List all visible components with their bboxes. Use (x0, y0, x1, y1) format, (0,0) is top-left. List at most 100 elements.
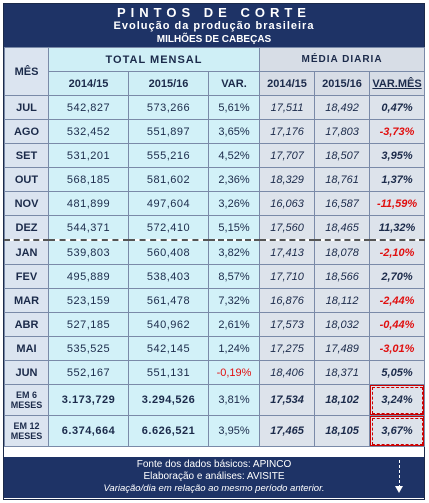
media-y1-cell: 17,511 (259, 95, 316, 120)
note-pointer-arrow-icon (395, 486, 403, 493)
table-row: ABR 527,185 540,962 2,61% 17,573 18,032 -0,44% (4, 312, 426, 337)
total-y1-cell: 568,185 (48, 167, 129, 192)
media-y2-cell: 18,078 (314, 239, 371, 265)
col-header-media-diaria: MÉDIA DIARIA (259, 47, 426, 72)
table-row: SET 531,201 555,216 4,52% 17,707 18,507 3,95% (4, 143, 426, 168)
table-subtitle: Evolução da produção brasileira (113, 20, 315, 32)
media-y1-cell: 18,329 (259, 167, 316, 192)
total-var-cell: 8,57% (207, 264, 261, 289)
month-cell: MAI (4, 336, 49, 361)
footer-source: Fonte dos dados básicos: APINCO (136, 459, 292, 470)
total-var-cell: 2,36% (207, 167, 261, 192)
total-y1-cell: 539,803 (48, 239, 129, 265)
total-y1-cell: 542,827 (48, 95, 129, 120)
total-var-cell: 3,82% (207, 239, 261, 265)
total-var-cell: 4,52% (207, 143, 261, 168)
month-cell: FEV (4, 264, 49, 289)
total-y1-cell: 481,899 (48, 191, 129, 216)
total-y1-cell: 532,452 (48, 119, 129, 144)
var-mes-cell: 5,05% (369, 360, 426, 385)
col-header-media-y2: 2015/16 (314, 71, 371, 96)
media-y1-cell: 17,560 (259, 215, 316, 241)
total-y1-cell: 531,201 (48, 143, 129, 168)
col-header-media-y1: 2014/15 (259, 71, 316, 96)
total-var-cell: 5,61% (207, 95, 261, 120)
var-mes-cell: -2,44% (369, 288, 426, 313)
media-y1-cell: 17,465 (259, 415, 316, 447)
col-header-mes: MÊS (4, 47, 49, 96)
month-cell: SET (4, 143, 49, 168)
month-cell: ABR (4, 312, 49, 337)
month-cell: OUT (4, 167, 49, 192)
var-mes-cell: -2,10% (369, 239, 426, 265)
media-y1-cell: 18,406 (259, 360, 316, 385)
total-var-cell: 3,81% (207, 384, 261, 416)
media-y2-cell: 18,102 (314, 384, 371, 416)
table-row: AGO 532,452 551,897 3,65% 17,176 17,803 -3,73% (4, 119, 426, 144)
total-var-cell: 2,61% (207, 312, 261, 337)
month-cell: AGO (4, 119, 49, 144)
month-cell: MAR (4, 288, 49, 313)
col-header-var: VAR. (207, 71, 261, 96)
media-y2-cell: 18,371 (314, 360, 371, 385)
col-header-total-y2: 2015/16 (128, 71, 209, 96)
table-row: FEV 495,889 538,403 8,57% 17,710 18,566 2,70% (4, 264, 426, 289)
total-var-cell: 5,15% (207, 215, 261, 241)
var-mes-cell: -0,44% (369, 312, 426, 337)
total-y2-cell: 573,266 (128, 95, 209, 120)
total-row: EM 12 MESES 6.374,664 6.626,521 3,95% 17,465… (4, 415, 426, 447)
total-y1-cell: 535,525 (48, 336, 129, 361)
media-y1-cell: 17,275 (259, 336, 316, 361)
total-y2-cell: 551,131 (128, 360, 209, 385)
total-y2-cell: 551,897 (128, 119, 209, 144)
total-y2-cell: 3.294,526 (128, 384, 209, 416)
media-y2-cell: 18,105 (314, 415, 371, 447)
total-y1-cell: 544,371 (48, 215, 129, 241)
total-y2-cell: 540,962 (128, 312, 209, 337)
media-y2-cell: 16,587 (314, 191, 371, 216)
total-y1-cell: 495,889 (48, 264, 129, 289)
media-y2-cell: 18,032 (314, 312, 371, 337)
table-row: NOV 481,899 497,604 3,26% 16,063 16,587 -11,59… (4, 191, 426, 216)
var-mes-cell: 1,37% (369, 167, 426, 192)
total-var-cell: 3,65% (207, 119, 261, 144)
footer-note: Variação/dia em relação ao mesmo período… (103, 483, 325, 494)
table-row: JUL 542,827 573,266 5,61% 17,511 18,492 0,47% (4, 95, 426, 120)
month-cell: JUN (4, 360, 49, 385)
total-y2-cell: 561,478 (128, 288, 209, 313)
month-cell: JUL (4, 95, 49, 120)
total-y1-cell: 6.374,664 (48, 415, 129, 447)
var-mes-cell: 11,32% (369, 215, 426, 241)
total-y2-cell: 538,403 (128, 264, 209, 289)
media-y1-cell: 17,534 (259, 384, 316, 416)
total-y1-cell: 523,159 (48, 288, 129, 313)
media-y1-cell: 17,176 (259, 119, 316, 144)
total-y2-cell: 555,216 (128, 143, 209, 168)
total-y1-cell: 552,167 (48, 360, 129, 385)
var-mes-cell: -3,01% (369, 336, 426, 361)
table-row: DEZ 544,371 572,410 5,15% 17,560 18,465 11,32% (4, 215, 426, 241)
table-row: JAN 539,803 560,408 3,82% 17,413 18,078 -2,10% (4, 239, 426, 265)
media-y1-cell: 17,573 (259, 312, 316, 337)
media-y2-cell: 17,489 (314, 336, 371, 361)
footer-analysis: Elaboração e análises: AVISITE (143, 471, 285, 482)
col-header-total-mensal: TOTAL MENSAL (47, 47, 261, 72)
col-header-var-mes: VAR.MÊS (369, 71, 426, 96)
period-cell: EM 6 MESES (4, 384, 49, 416)
note-pointer-line (399, 460, 401, 488)
total-y2-cell: 560,408 (128, 239, 209, 265)
total-y1-cell: 3.173,729 (48, 384, 129, 416)
media-y2-cell: 18,492 (314, 95, 371, 120)
table-header-banner: PINTOS DE CORTE Evolução da produção bra… (4, 4, 424, 47)
table-title: PINTOS DE CORTE (117, 5, 311, 20)
table-footer: Fonte dos dados básicos: APINCO Elaboraç… (4, 457, 424, 498)
var-mes-cell: 3,24% (369, 384, 426, 416)
media-y2-cell: 18,112 (314, 288, 371, 313)
media-y2-cell: 18,507 (314, 143, 371, 168)
media-y2-cell: 18,566 (314, 264, 371, 289)
total-var-cell: 3,95% (207, 415, 261, 447)
table-row: OUT 568,185 581,602 2,36% 18,329 18,761 1,37% (4, 167, 426, 192)
total-y2-cell: 572,410 (128, 215, 209, 241)
total-var-cell: -0,19% (207, 360, 261, 385)
table-row: MAI 535,525 542,145 1,24% 17,275 17,489 -3,01% (4, 336, 426, 361)
